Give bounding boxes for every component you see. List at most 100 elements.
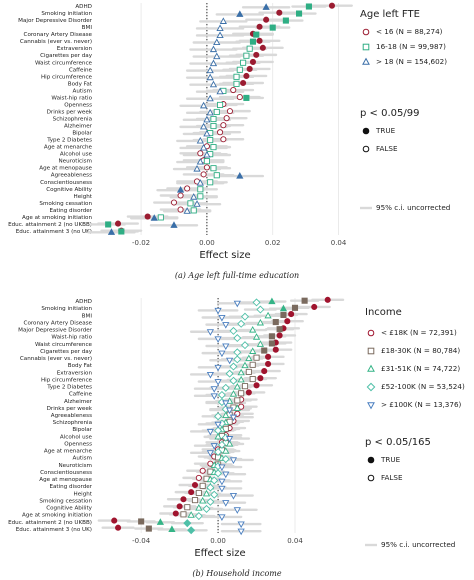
point xyxy=(301,297,308,304)
point xyxy=(256,305,265,314)
point xyxy=(187,200,194,207)
point xyxy=(195,504,203,511)
point xyxy=(209,80,218,88)
point xyxy=(226,108,233,115)
category-label: Eating disorder xyxy=(49,484,92,490)
point xyxy=(193,200,201,207)
point xyxy=(206,73,214,81)
point xyxy=(210,144,217,151)
point xyxy=(218,314,226,322)
point xyxy=(233,404,241,411)
point xyxy=(195,489,202,497)
point xyxy=(170,199,178,206)
point xyxy=(268,297,276,305)
point xyxy=(193,165,201,172)
legend-marker xyxy=(367,364,375,372)
point xyxy=(243,52,250,59)
point xyxy=(216,87,224,95)
category-label: Openness xyxy=(64,441,92,447)
category-label: Educ. attainment 3 (no UK) xyxy=(16,527,92,533)
category-label: Age at menarche xyxy=(44,449,93,455)
point xyxy=(190,207,197,214)
point xyxy=(240,79,247,87)
point xyxy=(249,347,257,354)
category-label: Educ. attainment 2 (no UKBB) xyxy=(8,520,92,526)
point xyxy=(272,319,279,326)
point xyxy=(213,38,221,46)
category-label: Height xyxy=(74,491,93,497)
point xyxy=(253,51,260,58)
point xyxy=(229,493,238,500)
point xyxy=(233,73,240,80)
category-label: Schizophrenia xyxy=(53,420,92,426)
point xyxy=(265,360,272,367)
point xyxy=(257,375,264,382)
category-label: Cannabis (ever vs. never) xyxy=(20,356,92,362)
point xyxy=(241,383,249,390)
point xyxy=(236,66,243,73)
category-label: Autism xyxy=(73,456,92,462)
point xyxy=(213,108,220,116)
legend-marker xyxy=(367,402,375,410)
point xyxy=(222,400,230,408)
point xyxy=(249,38,257,45)
x-tick-label: 0.00 xyxy=(199,239,215,247)
point xyxy=(207,179,214,186)
point xyxy=(206,450,215,457)
category-label: Drinks per week xyxy=(47,109,93,115)
point xyxy=(214,426,223,435)
point xyxy=(245,368,252,375)
category-label: Age at menarche xyxy=(44,145,93,151)
point xyxy=(183,207,191,214)
category-label: Extraversion xyxy=(57,370,93,376)
point xyxy=(168,525,176,532)
category-label: Hip circumference xyxy=(41,377,93,383)
sig-title: p < 0.05/99 xyxy=(360,108,419,119)
point xyxy=(279,304,288,312)
point xyxy=(241,361,249,369)
point xyxy=(214,447,223,456)
point xyxy=(311,303,318,311)
point xyxy=(196,136,204,144)
category-label: Type 2 Diabetes xyxy=(46,138,92,144)
x-axis-label: Effect size xyxy=(194,548,245,559)
point xyxy=(276,9,283,16)
point xyxy=(203,150,211,158)
point xyxy=(222,447,230,454)
point xyxy=(199,143,208,151)
point xyxy=(170,221,178,228)
category-label: Cigarettes per day xyxy=(40,349,93,355)
point xyxy=(219,17,227,24)
point xyxy=(249,58,257,65)
point xyxy=(280,311,287,318)
point xyxy=(252,333,261,340)
category-label: Alzheimer xyxy=(64,399,93,405)
point xyxy=(259,44,266,51)
category-label: Waist circumference xyxy=(35,60,93,66)
point xyxy=(237,528,245,536)
x-tick-label: -0.04 xyxy=(132,537,151,545)
point xyxy=(243,94,250,101)
point xyxy=(180,511,187,518)
point xyxy=(221,455,230,464)
legend-label: £52-100K (N = 53,524) xyxy=(381,382,465,391)
x-tick-label: 0.02 xyxy=(265,239,281,247)
point xyxy=(222,343,230,351)
point xyxy=(210,393,218,400)
category-label: Cognitive Ability xyxy=(46,187,92,193)
point xyxy=(210,490,219,499)
point xyxy=(240,59,247,66)
category-label: Alcohol use xyxy=(60,434,93,440)
point xyxy=(238,390,245,397)
point xyxy=(203,164,210,171)
category-label: Caffeine xyxy=(69,67,93,73)
point xyxy=(234,397,241,404)
point xyxy=(118,228,125,235)
point xyxy=(190,193,198,200)
point xyxy=(229,414,238,422)
point xyxy=(210,443,218,450)
point xyxy=(268,340,275,347)
point xyxy=(237,319,246,328)
category-label: Waist-hip ratio xyxy=(51,335,92,341)
